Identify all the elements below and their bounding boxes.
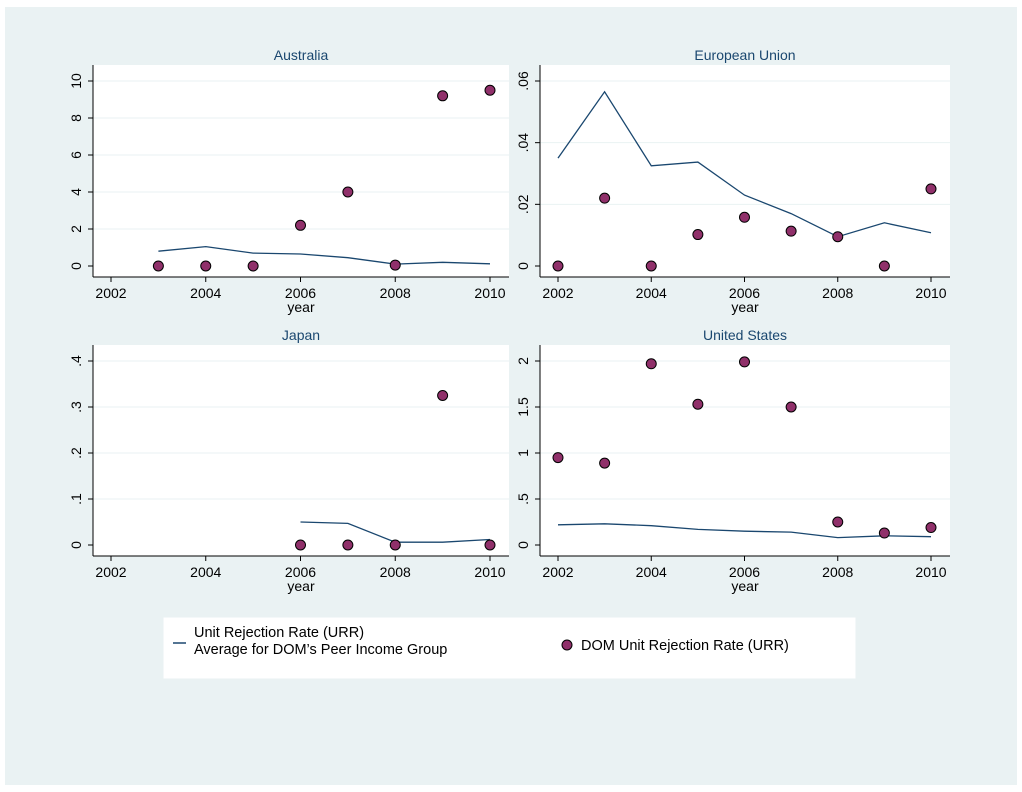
data-point xyxy=(437,90,449,102)
y-tick-label: 6 xyxy=(68,151,84,159)
panel-4: United States 0 .5 1 1.5 2 2002 2004 2006 2008 201… xyxy=(515,327,950,594)
y-tick-label: 0 xyxy=(515,541,531,549)
x-tick-label: 2006 xyxy=(729,564,760,580)
y-tick-label: 2 xyxy=(68,225,84,233)
data-point xyxy=(484,539,496,551)
data-point xyxy=(925,183,937,195)
y-tick-label: 0 xyxy=(68,262,84,270)
y-tick-label: .06 xyxy=(515,71,531,91)
y-tick-label: 4 xyxy=(68,188,84,196)
x-tick-label: 2010 xyxy=(474,285,505,301)
y-tick-label: .5 xyxy=(515,493,531,505)
data-point xyxy=(389,539,401,551)
legend-line-label-1: Unit Rejection Rate (URR) xyxy=(194,625,364,641)
plot-region xyxy=(93,345,509,556)
panel-title: European Union xyxy=(694,47,795,63)
data-point xyxy=(152,260,164,272)
x-axis-title: year xyxy=(731,299,759,315)
y-tick-label: 1.5 xyxy=(515,397,531,417)
x-tick-label: 2004 xyxy=(636,285,667,301)
data-point xyxy=(878,260,890,272)
data-point xyxy=(437,390,449,401)
panel-2: European Union 0 .02 .04 .06 2002 2004 2006 2008… xyxy=(515,47,950,315)
legend: Unit Rejection Rate (URR) Average for DO… xyxy=(162,616,857,680)
y-tick-label: 1 xyxy=(515,449,531,457)
x-tick-label: 2010 xyxy=(915,285,946,301)
y-tick-label: 8 xyxy=(68,114,84,122)
data-point xyxy=(389,259,401,271)
y-tick-label: 0 xyxy=(515,262,531,270)
x-tick-label: 2008 xyxy=(380,564,411,580)
data-point xyxy=(552,260,564,272)
x-tick-label: 2008 xyxy=(822,285,853,301)
x-tick-label: 2006 xyxy=(729,285,760,301)
series-line xyxy=(557,90,932,238)
x-tick-label: 2010 xyxy=(915,564,946,580)
panel-title: Japan xyxy=(282,327,320,343)
y-tick-label: .04 xyxy=(515,133,531,153)
series-line xyxy=(557,523,932,539)
data-point xyxy=(295,219,306,231)
x-tick-label: 2008 xyxy=(380,285,411,301)
data-point xyxy=(599,457,611,469)
y-tick-label: .2 xyxy=(68,447,84,459)
data-point xyxy=(645,260,657,272)
data-point xyxy=(785,225,797,237)
x-tick-label: 2006 xyxy=(285,564,316,580)
data-point xyxy=(247,260,259,272)
data-point xyxy=(342,539,354,551)
data-point xyxy=(739,211,750,223)
data-point xyxy=(832,231,844,243)
panel-1: Australia 0 2 4 6 8 10 2002 2004 2006 2008 2010 year xyxy=(68,47,509,315)
x-tick-label: 2002 xyxy=(542,564,573,580)
data-point xyxy=(832,516,844,528)
data-point xyxy=(295,539,306,551)
plot-region xyxy=(540,345,950,556)
x-tick-label: 2002 xyxy=(95,564,126,580)
x-tick-label: 2002 xyxy=(542,285,573,301)
data-point xyxy=(484,84,496,96)
y-tick-label: 2 xyxy=(515,357,531,365)
data-point xyxy=(692,229,704,241)
panel-title: United States xyxy=(703,327,787,343)
x-tick-label: 2004 xyxy=(190,285,221,301)
legend-marker-label: DOM Unit Rejection Rate (URR) xyxy=(581,638,789,654)
legend-marker-key xyxy=(561,639,573,651)
x-tick-label: 2006 xyxy=(285,285,316,301)
data-point xyxy=(925,522,937,534)
x-tick-label: 2004 xyxy=(190,564,221,580)
y-tick-label: 10 xyxy=(68,73,84,89)
y-tick-label: .1 xyxy=(68,493,84,505)
y-tick-label: 0 xyxy=(68,541,84,549)
x-tick-label: 2010 xyxy=(474,564,505,580)
y-tick-label: .02 xyxy=(515,194,531,214)
panel-title: Australia xyxy=(274,47,329,63)
x-axis-title: year xyxy=(287,299,315,315)
y-tick-label: .3 xyxy=(68,401,84,413)
data-point xyxy=(200,260,212,272)
data-point xyxy=(599,192,611,204)
x-axis-title: year xyxy=(287,578,315,594)
data-point xyxy=(739,356,750,368)
series-line xyxy=(158,245,491,265)
data-point xyxy=(692,398,704,410)
x-tick-label: 2002 xyxy=(95,285,126,301)
x-tick-label: 2004 xyxy=(636,564,667,580)
data-point xyxy=(342,186,354,198)
x-axis-title: year xyxy=(731,578,759,594)
data-point xyxy=(785,401,797,413)
data-point xyxy=(645,358,657,370)
legend-box xyxy=(162,616,857,680)
panel-3: Japan 0 .1 .2 .3 .4 2002 2004 2006 2008 2010 year xyxy=(68,327,509,594)
y-tick-label: .4 xyxy=(68,355,84,367)
data-point xyxy=(552,452,564,464)
legend-line-label-2: Average for DOM’s Peer Income Group xyxy=(194,642,447,658)
data-point xyxy=(878,527,890,539)
x-tick-label: 2008 xyxy=(822,564,853,580)
plot-region xyxy=(540,65,950,277)
